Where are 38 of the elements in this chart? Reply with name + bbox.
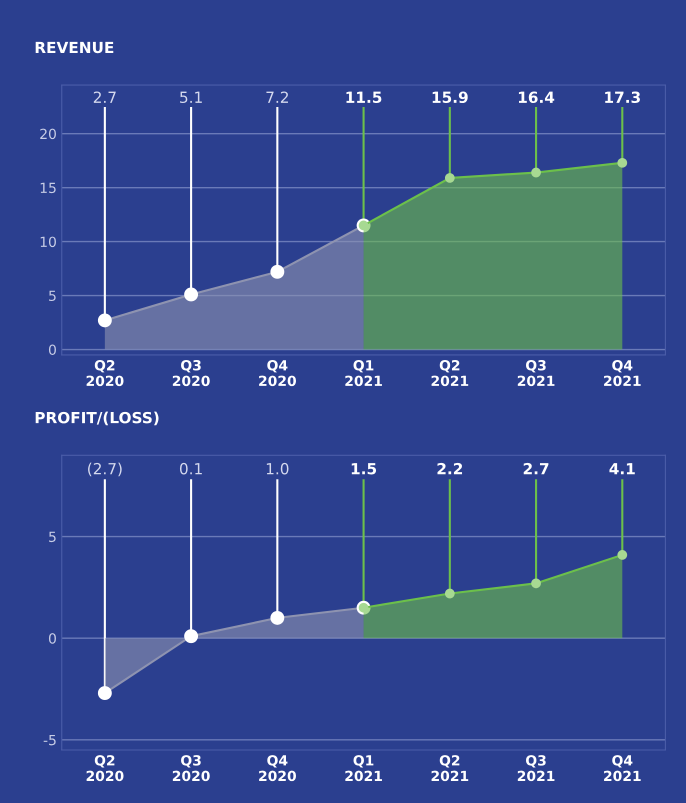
x-tick-label: Q1 2021 <box>345 360 382 386</box>
x-tick-label: Q2 2021 <box>432 360 468 386</box>
data-label: 2.2 <box>437 462 462 474</box>
y-tick-label: 0 <box>48 344 56 356</box>
x-tick-label: Q3 2021 <box>518 360 554 386</box>
y-tick-label: 5 <box>49 290 56 302</box>
data-label: 1.0 <box>266 462 288 474</box>
data-label: (2.7) <box>88 462 122 476</box>
x-tick-label: Q2 2020 <box>86 755 124 782</box>
data-label: 5.1 <box>180 92 202 104</box>
data-label: 15.9 <box>432 92 468 104</box>
chart-title: REVENUE <box>36 42 114 54</box>
x-tick-label: Q4 2020 <box>259 360 296 386</box>
data-label: 4.1 <box>609 463 635 474</box>
data-label: 16.4 <box>518 92 554 104</box>
data-label: 17.3 <box>605 91 640 104</box>
x-tick-label: Q3 2020 <box>172 755 210 782</box>
x-tick-label: Q1 2021 <box>345 755 382 782</box>
y-tick-label: -5 <box>44 734 56 746</box>
y-tick-label: 20 <box>40 128 56 140</box>
y-tick-label: 10 <box>40 236 56 248</box>
x-tick-label: Q4 2020 <box>259 755 296 782</box>
data-label: 2.7 <box>94 91 116 103</box>
chart-title: PROFIT/(LOSS) <box>36 412 159 426</box>
data-label: 0.1 <box>180 462 202 474</box>
y-tick-label: 0 <box>48 633 56 644</box>
data-label: 7.2 <box>266 91 288 103</box>
x-tick-label: Q3 2020 <box>172 360 210 386</box>
x-tick-label: Q4 2021 <box>604 360 641 386</box>
data-label: 2.7 <box>524 462 548 474</box>
y-tick-label: 15 <box>40 182 56 194</box>
data-label: 1.5 <box>352 463 376 474</box>
data-label: 11.5 <box>346 92 382 104</box>
y-tick-label: 5 <box>49 532 56 542</box>
x-tick-label: Q2 2020 <box>86 360 124 386</box>
x-tick-label: Q3 2021 <box>518 755 554 782</box>
x-tick-label: Q4 2021 <box>604 755 641 782</box>
x-tick-label: Q2 2021 <box>432 755 468 782</box>
